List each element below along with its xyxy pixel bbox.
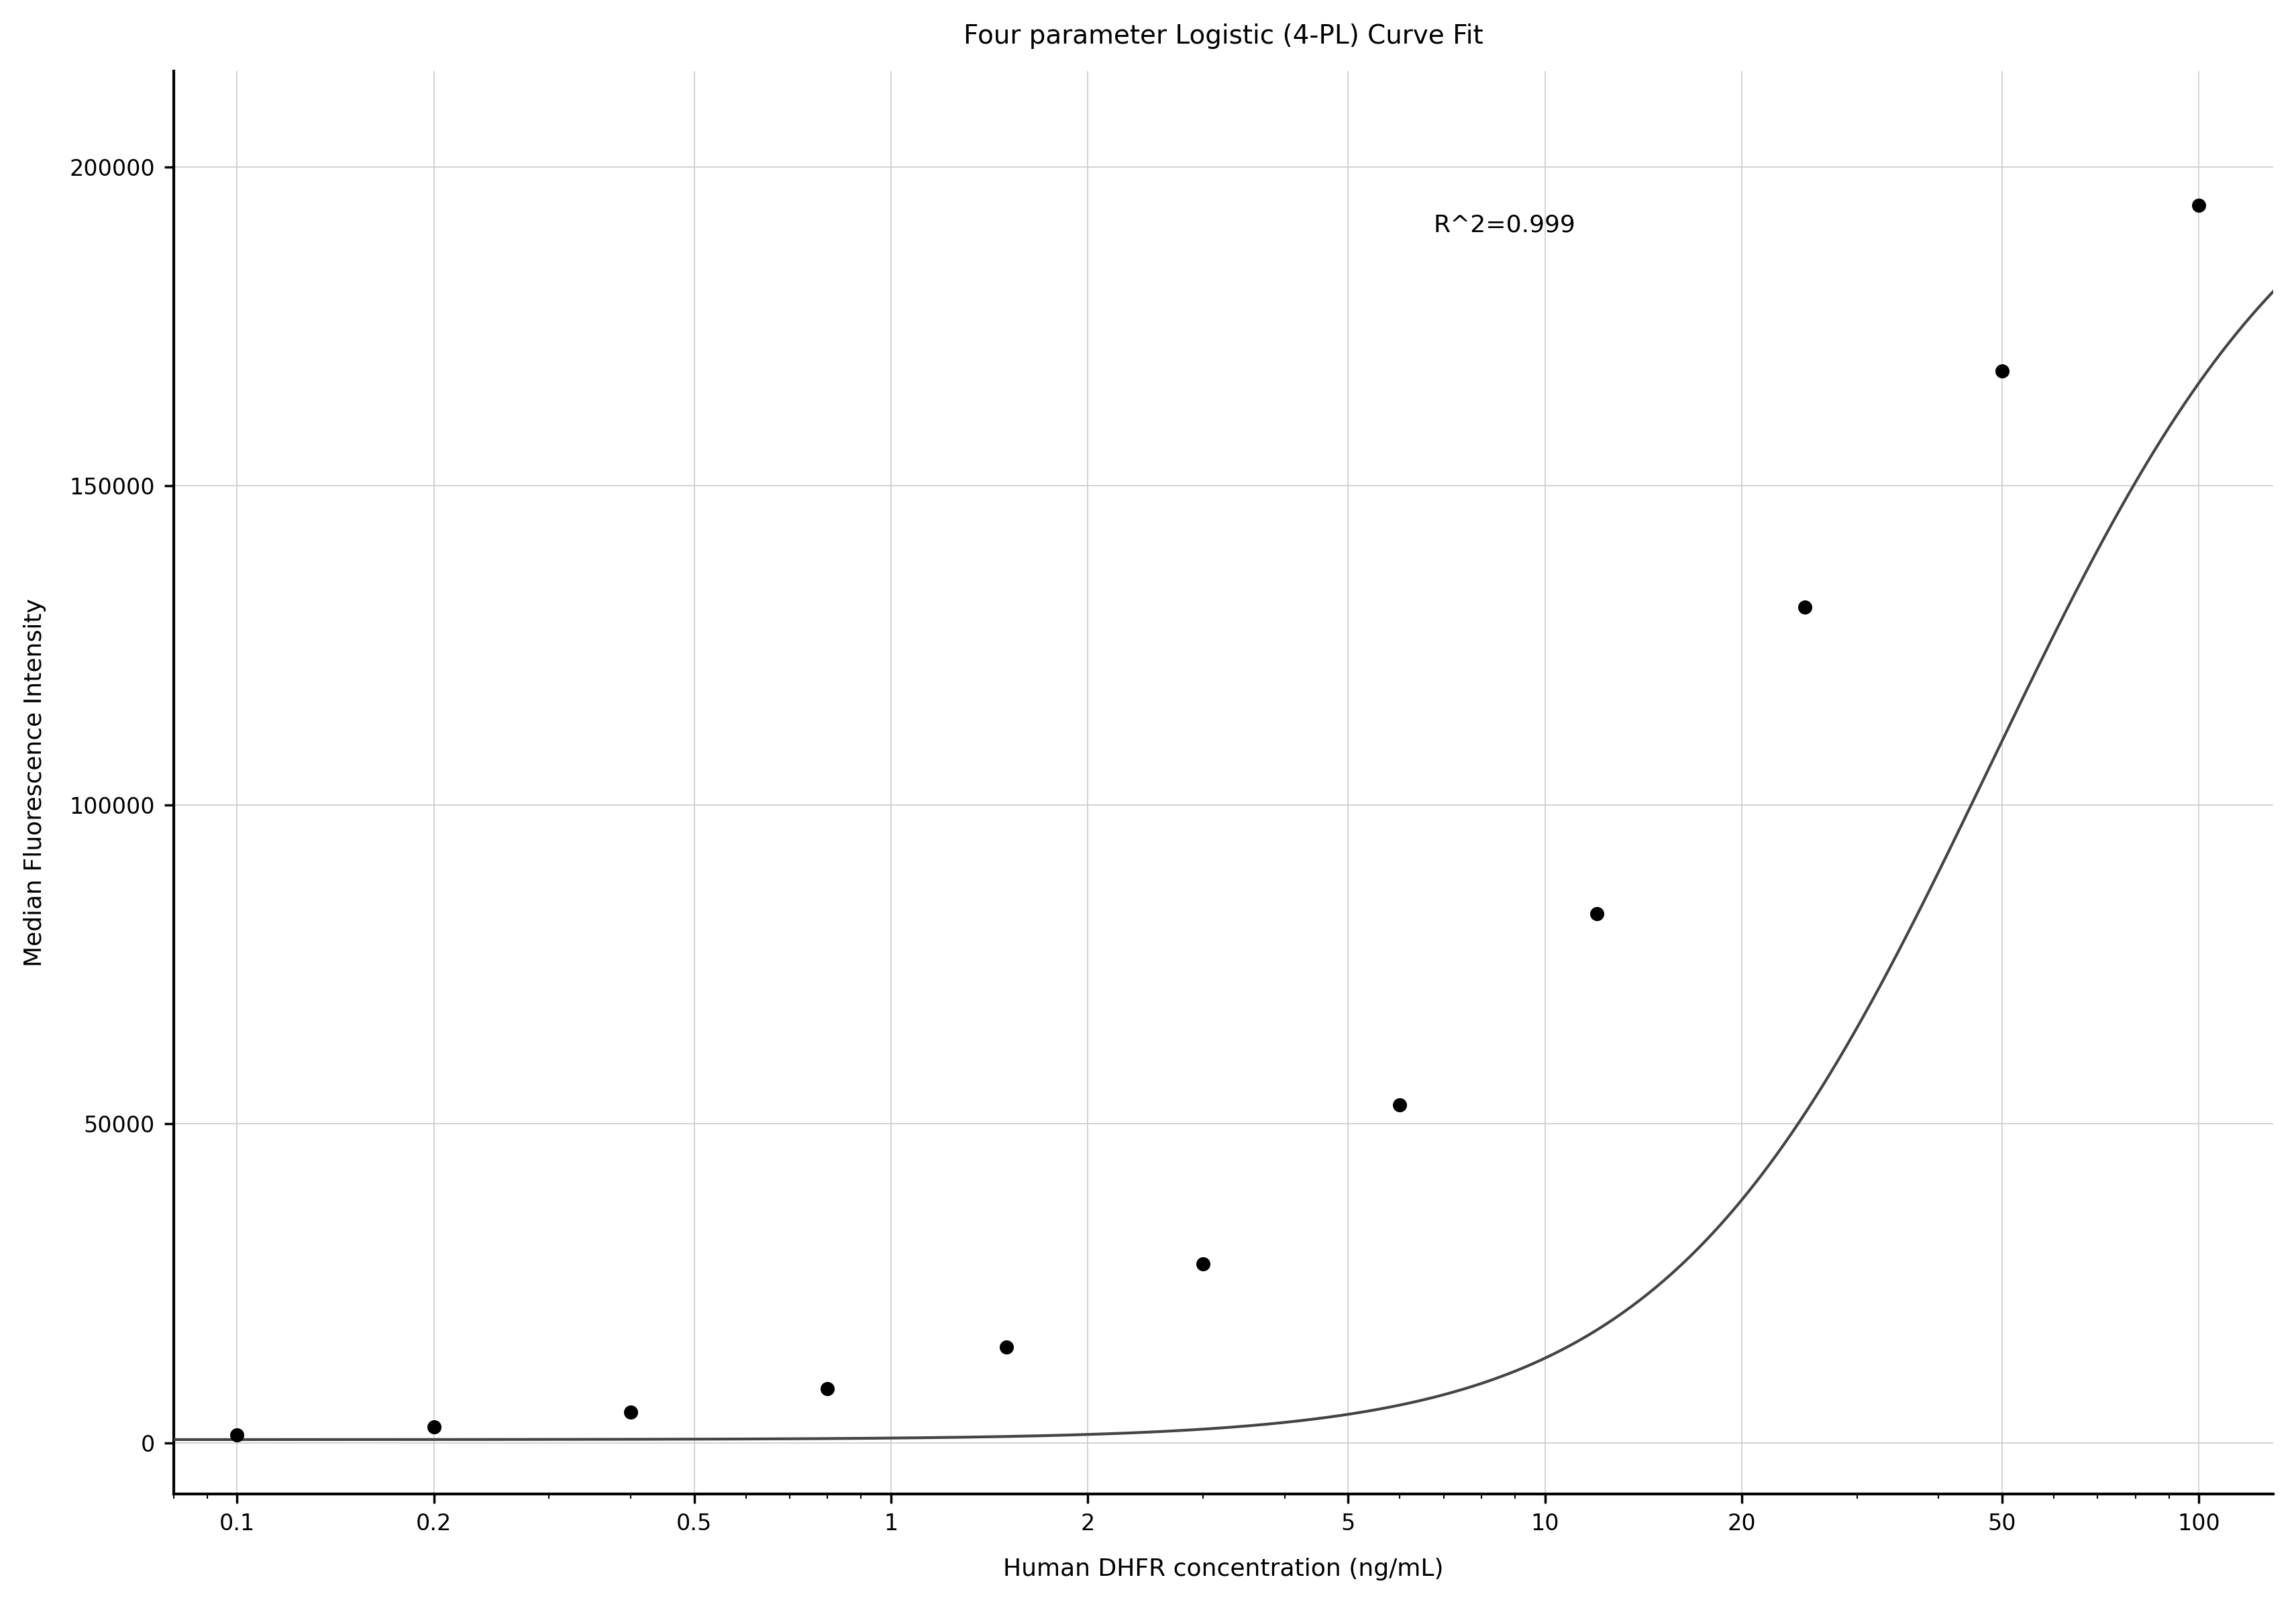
Point [987, 1335, 1024, 1360]
Point [416, 1415, 452, 1440]
Title: Four parameter Logistic (4-PL) Curve Fit: Four parameter Logistic (4-PL) Curve Fit [964, 24, 1483, 48]
Point [808, 1376, 845, 1402]
Point [1786, 595, 1823, 621]
Point [1185, 1251, 1221, 1277]
Point [613, 1399, 650, 1424]
Point [218, 1423, 255, 1448]
Point [1382, 1092, 1419, 1118]
Point [1984, 358, 2020, 383]
Point [2179, 192, 2216, 218]
Y-axis label: Median Fluorescence Intensity: Median Fluorescence Intensity [23, 598, 46, 967]
Text: R^2=0.999: R^2=0.999 [1433, 213, 1575, 236]
Point [1577, 900, 1614, 926]
X-axis label: Human DHFR concentration (ng/mL): Human DHFR concentration (ng/mL) [1003, 1557, 1444, 1580]
